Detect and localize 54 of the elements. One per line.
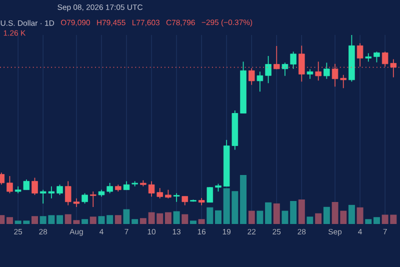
bar	[206, 207, 214, 224]
bar	[164, 212, 172, 224]
candlestick	[374, 51, 380, 63]
bar	[182, 214, 188, 224]
bar	[140, 218, 146, 224]
bar	[273, 203, 280, 224]
candlestick	[248, 68, 255, 86]
candlestick	[32, 177, 38, 196]
bar	[32, 216, 38, 224]
bar	[365, 219, 372, 224]
candlestick	[82, 192, 88, 204]
bar	[373, 217, 380, 224]
bar	[6, 217, 13, 224]
candlestick	[6, 176, 13, 194]
bar	[132, 219, 138, 224]
bar	[106, 215, 114, 224]
candlestick	[206, 186, 214, 203]
bar	[90, 216, 96, 224]
bar	[290, 200, 297, 224]
candlestick	[265, 56, 272, 84]
bar	[98, 216, 105, 224]
bar	[306, 216, 314, 224]
candlestick	[132, 180, 138, 187]
candlestick	[306, 68, 314, 80]
bar	[282, 210, 288, 224]
bar	[315, 213, 322, 224]
candlestick	[90, 191, 96, 207]
bar	[173, 211, 180, 224]
candlestick	[356, 42, 364, 68]
bar	[256, 210, 264, 224]
candlestick	[256, 71, 264, 92]
bar	[56, 215, 64, 224]
bar	[190, 220, 196, 224]
bar	[123, 209, 130, 224]
bar	[215, 210, 222, 224]
bar	[332, 202, 338, 224]
candlestick	[282, 62, 288, 76]
bar	[356, 207, 364, 224]
bar	[198, 219, 205, 224]
bar	[348, 204, 355, 224]
bar	[114, 215, 122, 224]
candlestick	[56, 184, 63, 196]
bar	[323, 206, 330, 224]
candlestick	[106, 182, 113, 194]
bar	[340, 210, 347, 224]
bar	[265, 202, 272, 224]
candlestick	[324, 62, 330, 80]
bar	[248, 210, 255, 224]
candlestick	[173, 192, 180, 202]
bar	[82, 219, 88, 224]
bar	[240, 174, 247, 224]
candlestick	[365, 52, 372, 62]
bar	[298, 200, 305, 224]
candlestick	[290, 51, 296, 70]
